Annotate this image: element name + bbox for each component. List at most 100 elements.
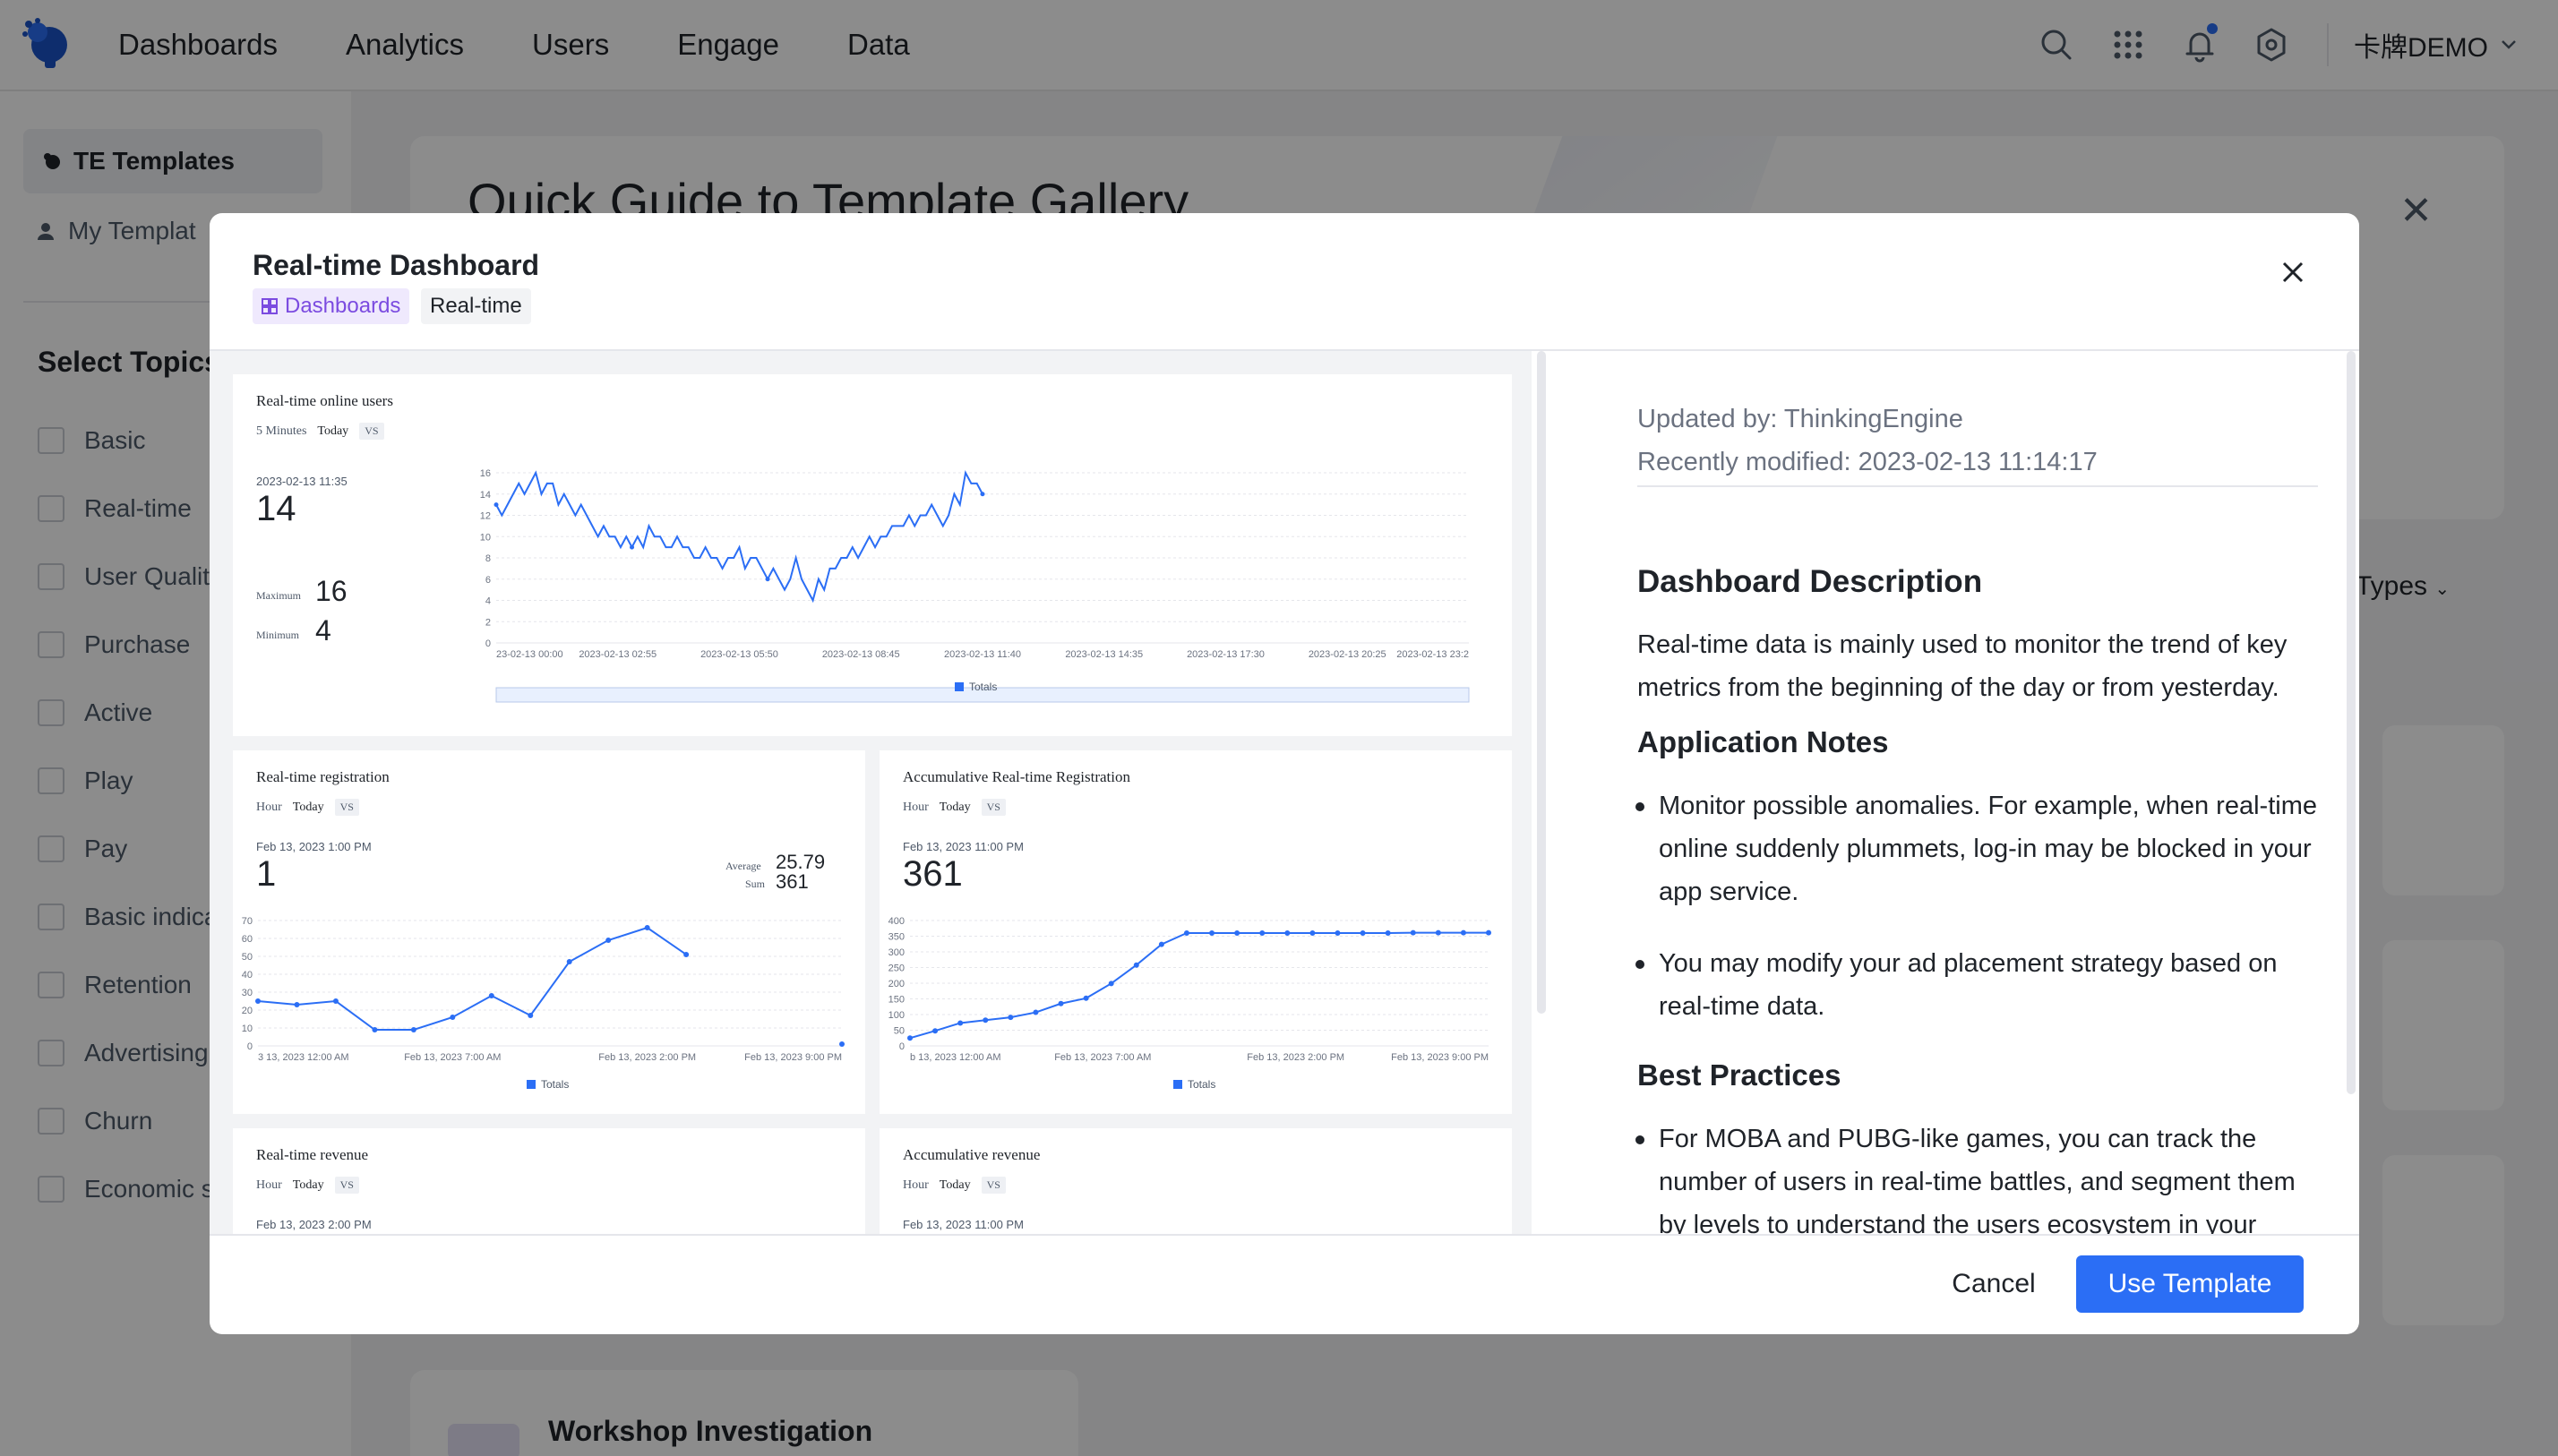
series-line	[257, 926, 687, 1031]
data-point	[683, 952, 690, 957]
topic-checkbox-pay[interactable]: Pay	[38, 835, 127, 863]
panel-date: Feb 13, 2023 1:00 PM	[256, 840, 372, 853]
sidebar-item-my-templates[interactable]: My Templat	[36, 217, 196, 245]
template-card[interactable]	[2382, 725, 2504, 895]
topic-checkbox-advertising[interactable]: Advertising	[38, 1039, 209, 1067]
settings-gear-icon[interactable]	[2252, 25, 2291, 64]
y-tick-label: 20	[242, 1006, 253, 1016]
compare-badge: VS	[334, 799, 359, 816]
topic-checkbox-active[interactable]: Active	[38, 698, 152, 727]
modal-header-divider	[210, 349, 2359, 351]
checkbox[interactable]	[38, 427, 64, 454]
max-value: 16	[315, 575, 348, 607]
search-icon[interactable]	[2037, 25, 2076, 64]
note-item: Monitor possible anomalies. For example,…	[1635, 784, 2327, 913]
template-card[interactable]	[2382, 940, 2504, 1110]
x-tick-label: 2023-02-13 05:50	[700, 649, 778, 660]
sidebar-item-te-templates[interactable]: TE Templates	[23, 129, 322, 193]
close-icon[interactable]	[2277, 256, 2309, 288]
y-tick-label: 50	[242, 952, 253, 963]
nav-dashboards[interactable]: Dashboards	[118, 28, 278, 61]
y-tick-label: 300	[888, 947, 905, 958]
cancel-button[interactable]: Cancel	[1933, 1255, 2055, 1313]
nav-analytics[interactable]: Analytics	[345, 28, 465, 61]
data-point	[1058, 1000, 1064, 1006]
data-point	[1183, 930, 1189, 936]
bell-icon[interactable]	[2180, 23, 2219, 64]
template-card[interactable]	[2382, 1155, 2504, 1325]
data-point	[1234, 930, 1240, 936]
modal-footer-divider	[210, 1234, 2359, 1236]
topic-checkbox-play[interactable]: Play	[38, 767, 133, 795]
data-point	[644, 925, 650, 930]
interval-label: Hour	[903, 1178, 929, 1192]
updated-by: Updated by: ThinkingEngine	[1637, 405, 1963, 433]
checkbox[interactable]	[38, 495, 64, 522]
data-point	[983, 1017, 989, 1023]
notification-dot	[2207, 23, 2218, 34]
x-tick-label: Feb 13, 2023 2:00 PM	[1247, 1052, 1344, 1063]
topic-checkbox-basic-indicators[interactable]: Basic indica	[38, 903, 218, 931]
template-card[interactable]	[410, 1370, 1078, 1456]
panel-value: 1	[256, 854, 277, 894]
topic-checkbox-real-time[interactable]: Real-time	[38, 494, 192, 523]
sidebar-divider	[23, 301, 328, 303]
checkbox[interactable]	[38, 1040, 64, 1066]
compare-badge: VS	[334, 1177, 359, 1194]
data-point	[410, 1027, 416, 1032]
checkbox[interactable]	[38, 835, 64, 862]
data-point	[1360, 930, 1366, 936]
topic-checkbox-economic[interactable]: Economic s	[38, 1175, 214, 1203]
preview-scrollbar[interactable]	[1537, 351, 1546, 1014]
topic-checkbox-basic[interactable]: Basic	[38, 426, 145, 455]
sum-label: Sum	[745, 878, 766, 890]
topic-checkbox-churn[interactable]: Churn	[38, 1107, 152, 1135]
checkbox[interactable]	[38, 767, 64, 794]
checkbox[interactable]	[38, 699, 64, 726]
online-users-line-chart: 0 2 4 6 8 10 12 14 16 23-02-13 00:00 2023-02-13 02…	[480, 468, 1470, 703]
x-tick-label: 2023-02-13 08:45	[822, 649, 900, 660]
checkbox[interactable]	[38, 904, 64, 930]
brand-logo-icon[interactable]	[20, 16, 73, 70]
topic-label: Advertising	[84, 1039, 209, 1066]
checkbox[interactable]	[38, 563, 64, 590]
compare-badge: VS	[981, 799, 1006, 816]
checkbox[interactable]	[38, 631, 64, 658]
template-preview-modal: Real-time Dashboard Dashboards Real-time…	[210, 213, 2359, 1334]
panel-title: Real-time registration	[256, 768, 390, 785]
nav-engage[interactable]: Engage	[677, 28, 779, 61]
apps-grid-icon[interactable]	[2108, 25, 2148, 64]
panel-real-time-online-users: Real-time online users 5 Minutes Today V…	[233, 374, 1512, 736]
checkbox[interactable]	[38, 1108, 64, 1135]
data-point	[605, 938, 612, 943]
nav-data[interactable]: Data	[846, 28, 910, 61]
range-label: Today	[292, 800, 324, 814]
range-slider	[495, 687, 1470, 703]
chart-legend: Totals	[527, 1078, 569, 1091]
template-card-title: Workshop Investigation	[548, 1415, 873, 1447]
topic-checkbox-purchase[interactable]: Purchase	[38, 630, 190, 659]
data-point	[630, 544, 635, 550]
checkbox[interactable]	[38, 1176, 64, 1203]
y-tick-label: 30	[242, 988, 253, 998]
sidebar-item-label: My Templat	[68, 217, 196, 244]
nav-users[interactable]: Users	[532, 28, 610, 61]
data-point	[488, 993, 494, 998]
topic-label: Churn	[84, 1107, 153, 1135]
data-point	[957, 1020, 964, 1026]
topic-checkbox-user-quality[interactable]: User Qualit	[38, 562, 210, 591]
checkbox[interactable]	[38, 972, 64, 998]
chevron-down-icon: ⌄	[2434, 579, 2451, 599]
panel-filters: 5 Minutes Today VS	[256, 423, 384, 440]
project-switcher[interactable]: 卡牌DEMO	[2354, 25, 2517, 64]
use-template-button[interactable]: Use Template	[2076, 1255, 2304, 1313]
details-scrollbar[interactable]	[2347, 351, 2356, 1094]
interval-label: Hour	[256, 800, 282, 814]
best-practices-title: Best Practices	[1637, 1058, 1841, 1092]
y-tick-label: 60	[242, 934, 253, 945]
panel-accumulative-revenue: Accumulative revenue Hour Today VS Feb 1…	[880, 1128, 1512, 1234]
close-icon[interactable]: ✕	[2399, 189, 2433, 233]
min-value: 4	[315, 614, 331, 647]
topic-checkbox-retention[interactable]: Retention	[38, 971, 192, 999]
types-filter[interactable]: Types ⌄	[2356, 571, 2450, 602]
